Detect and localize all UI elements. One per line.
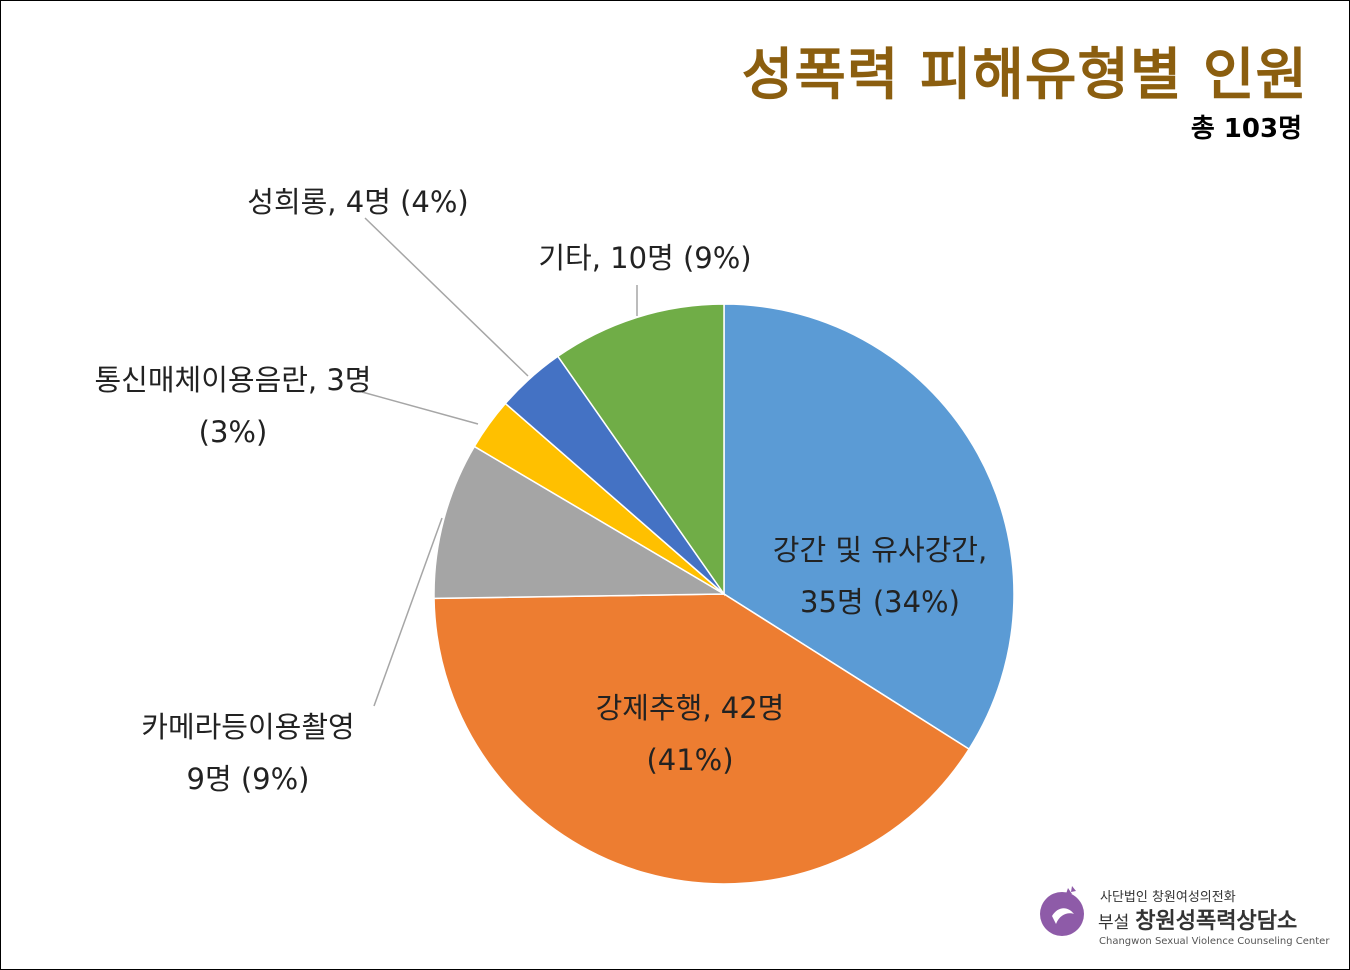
chart-subtitle: 총 103명 — [1190, 114, 1302, 144]
pie-slice-0 — [723, 303, 1015, 751]
slice-label-1-0: 강제추행, 42명 — [596, 691, 785, 725]
slice-label-4-0: 성희롱, 4명 (4%) — [247, 185, 468, 219]
slice-label-0-1: 35명 (34%) — [800, 585, 960, 619]
pie-slice-2 — [433, 445, 727, 600]
logo-name: 창원성폭력상담소 — [1135, 909, 1298, 934]
logo-icon — [1040, 886, 1084, 936]
leader-line-2 — [373, 517, 443, 707]
logo-english: Changwon Sexual Violence Counseling Cent… — [1099, 936, 1330, 947]
pie-slice-1 — [433, 593, 971, 885]
pie-slice-5 — [556, 303, 725, 597]
chart-title: 성폭력 피해유형별 인원 — [741, 43, 1308, 108]
slice-label-5-0: 기타, 10명 (9%) — [538, 241, 751, 275]
slice-label-0-0: 강간 및 유사강간, — [773, 533, 987, 567]
logo-org: 사단법인 창원여성의전화 — [1100, 890, 1236, 905]
slice-label-2-1: 9명 (9%) — [187, 762, 310, 796]
slice-label-2-0: 카메라등이용촬영 — [141, 710, 354, 744]
leader-line-3 — [361, 391, 479, 425]
slice-label-1-1: (41%) — [646, 743, 733, 777]
logo-title: 부설 창원성폭력상담소 — [1098, 903, 1297, 935]
logo-prefix: 부설 — [1098, 913, 1130, 933]
slice-label-3-1: (3%) — [199, 415, 268, 449]
slice-label-3-0: 통신매체이용음란, 3명 — [94, 363, 371, 397]
leader-line-4 — [364, 217, 529, 377]
